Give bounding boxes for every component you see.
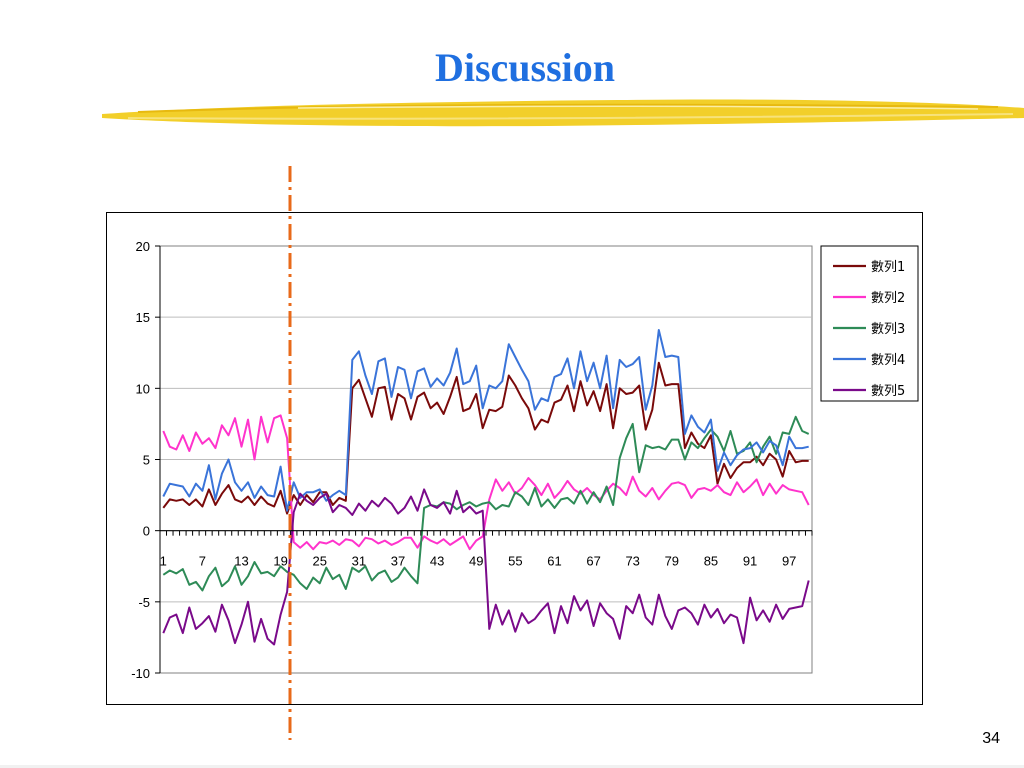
legend-box xyxy=(820,245,919,402)
x-tick-label: 73 xyxy=(625,554,639,569)
x-tick-label: 37 xyxy=(391,554,405,569)
line-chart: 20 15 10 5 0 -5 -10 1 7 13 19 25 31 37 43 49 55 61 67 73 79 8… xyxy=(131,239,919,681)
brush-stroke-streak xyxy=(297,105,979,110)
y-tick-label: 5 xyxy=(143,453,150,468)
brush-stroke-streak xyxy=(127,113,1014,120)
series-line-5 xyxy=(162,488,810,646)
x-tick-label: 79 xyxy=(665,554,679,569)
legend-label: 數列5 xyxy=(871,384,905,399)
x-tick-label: 91 xyxy=(743,554,757,569)
x-tick-label: 19 xyxy=(273,554,287,569)
x-tick-label: 43 xyxy=(430,554,444,569)
x-tick-label: 85 xyxy=(704,554,718,569)
series-line-4 xyxy=(162,329,809,512)
chart-frame: 20 15 10 5 0 -5 -10 1 7 13 19 25 31 37 43 49 55 61 67 73 79 8… xyxy=(106,212,923,705)
y-tick-label: 0 xyxy=(143,524,150,539)
x-tick-label: 31 xyxy=(352,554,366,569)
x-tick-label: 25 xyxy=(313,554,327,569)
y-tick-label: -10 xyxy=(131,666,150,681)
y-tick-label: 20 xyxy=(136,239,150,254)
legend-label: 數列3 xyxy=(871,322,905,337)
x-tick-label: 1 xyxy=(160,554,167,569)
x-tick-label: 55 xyxy=(508,554,522,569)
y-tick-label: 10 xyxy=(136,381,150,396)
legend-label: 數列2 xyxy=(871,291,905,306)
series-line-3 xyxy=(162,415,810,592)
y-tick-label: 15 xyxy=(136,310,150,325)
y-tick-label: -5 xyxy=(138,595,150,610)
legend-label: 數列4 xyxy=(871,353,905,368)
page-number: 34 xyxy=(982,730,1000,747)
x-tick-label: 13 xyxy=(234,554,248,569)
x-tick-label: 67 xyxy=(586,554,600,569)
legend-label: 數列1 xyxy=(871,260,905,275)
brush-stroke-streak xyxy=(137,103,999,113)
series-line-2 xyxy=(162,414,810,551)
series-line-1 xyxy=(162,361,809,515)
slide-title: Discussion xyxy=(434,45,616,90)
x-tick-label: 97 xyxy=(782,554,796,569)
x-tick-label: 61 xyxy=(547,554,561,569)
brush-stroke-divider xyxy=(102,99,1024,127)
footer-rule xyxy=(0,765,1024,768)
x-tick-label: 7 xyxy=(199,554,206,569)
x-tick-label: 49 xyxy=(469,554,483,569)
